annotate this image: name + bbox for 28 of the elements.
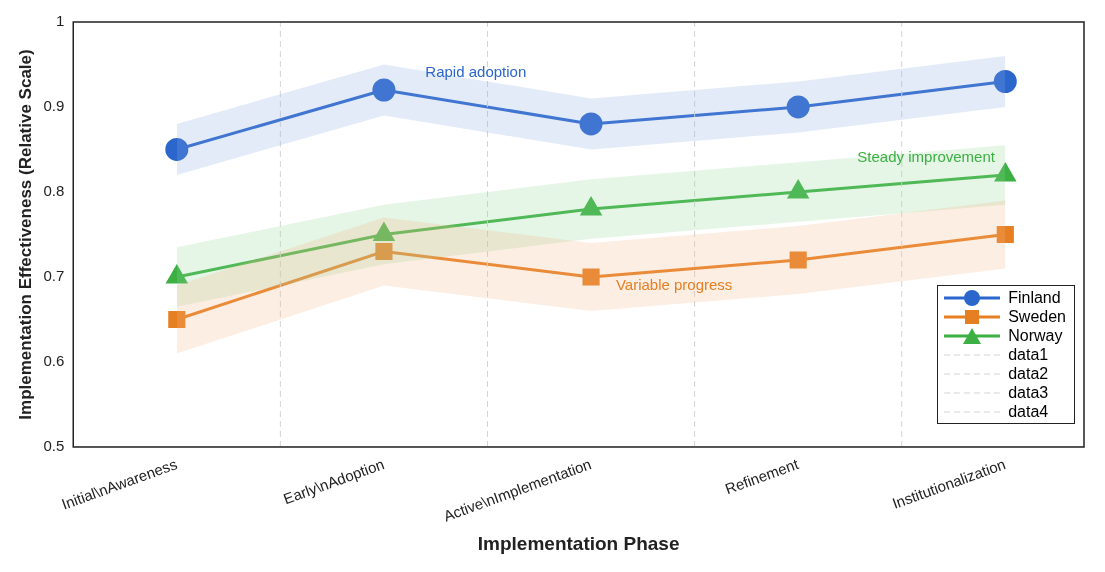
legend-label: data3	[1008, 383, 1049, 402]
legend-label: data2	[1008, 364, 1049, 383]
point	[165, 137, 189, 161]
point	[786, 95, 810, 119]
point	[375, 242, 393, 261]
y-tick-label: 0.8	[43, 182, 65, 200]
point	[993, 70, 1017, 93]
y-axis-title: Implementation Effectiveness (Relative Scale)	[15, 49, 35, 420]
point	[582, 268, 600, 286]
y-tick-label: 0.7	[43, 267, 65, 285]
annotation: Rapid adoption	[425, 63, 527, 81]
y-tick-label: 1	[55, 12, 65, 30]
legend-label: Norway	[1008, 326, 1063, 345]
y-tick-label: 0.9	[43, 97, 65, 115]
point	[168, 310, 186, 329]
annotation: Steady improvement	[857, 148, 996, 166]
point	[789, 251, 807, 269]
y-tick-label: 0.5	[43, 437, 65, 455]
point	[372, 78, 396, 102]
point	[579, 112, 603, 136]
legend-label: Finland	[1008, 288, 1061, 307]
legend-label: data4	[1008, 402, 1049, 421]
legend-label: Sweden	[1008, 307, 1066, 326]
annotation: Variable progress	[615, 275, 733, 293]
point	[996, 225, 1014, 244]
x-axis-title: Implementation Phase	[477, 532, 680, 554]
legend-label: data1	[1008, 345, 1049, 364]
y-tick-label: 0.6	[43, 352, 65, 370]
